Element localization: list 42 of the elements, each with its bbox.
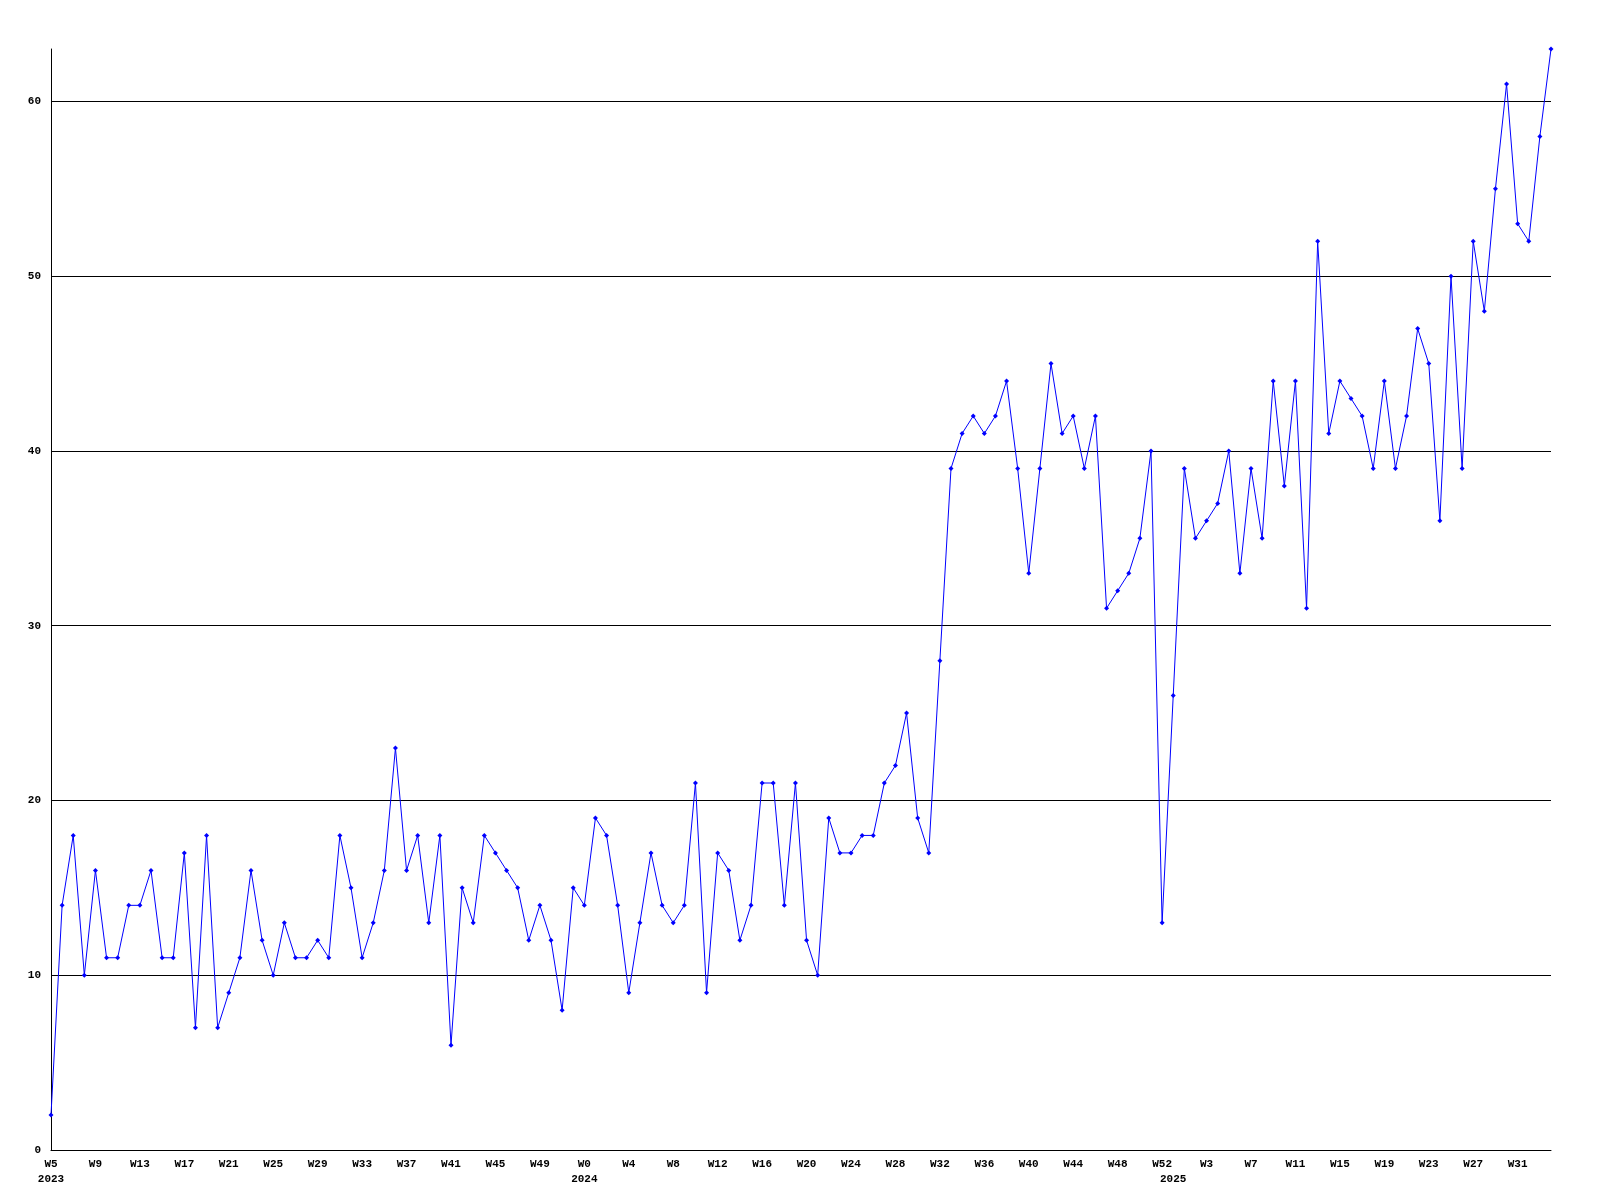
y-tick-label: 40 xyxy=(27,444,41,457)
x-tick-label: W19 xyxy=(1374,1157,1395,1170)
x-tick-label: W52 xyxy=(1152,1157,1173,1170)
x-tick-label: W32 xyxy=(929,1157,950,1170)
x-tick-label: W44 xyxy=(1063,1157,1084,1170)
y-tick-label: 20 xyxy=(27,794,41,807)
x-tick-label: W3 xyxy=(1199,1157,1214,1170)
x-tick-label: W27 xyxy=(1463,1157,1484,1170)
x-tick-label: W28 xyxy=(885,1157,906,1170)
x-tick-label: W36 xyxy=(974,1157,995,1170)
x-tick-label: W8 xyxy=(666,1157,681,1170)
x-tick-label: W41 xyxy=(441,1157,462,1170)
x-tick-label: W4 xyxy=(622,1157,636,1170)
y-tick-label: 50 xyxy=(27,270,41,283)
x-tick-label: W9 xyxy=(88,1157,103,1170)
x-tick-label: W29 xyxy=(307,1157,328,1170)
x-tick-label: W31 xyxy=(1507,1157,1528,1170)
x-tick-label: W5 2023 xyxy=(37,1157,65,1185)
x-tick-label: W16 xyxy=(752,1157,773,1170)
x-tick-label: W12 xyxy=(707,1157,728,1170)
x-tick-label: W7 xyxy=(1244,1157,1258,1170)
x-tick-label: W15 xyxy=(1329,1157,1351,1170)
x-tick-label: W13 xyxy=(129,1157,151,1170)
x-tick-label: W33 xyxy=(352,1157,373,1170)
x-tick-label: W11 xyxy=(1285,1157,1306,1170)
x-tick-label: W20 xyxy=(796,1157,817,1170)
x-tick-label: W48 xyxy=(1107,1157,1128,1170)
x-tick-label: W17 xyxy=(174,1157,195,1170)
x-tick-label: W0 2024 xyxy=(571,1157,598,1185)
x-tick-label: W25 xyxy=(263,1157,284,1170)
y-tick-label: 10 xyxy=(27,969,41,982)
y-tick-label: 60 xyxy=(27,95,41,108)
x-tick-label: W21 xyxy=(218,1157,240,1170)
x-tick-label: 2025 xyxy=(1160,1172,1187,1185)
x-tick-label: W45 xyxy=(485,1157,506,1170)
x-tick-label: W49 xyxy=(529,1157,550,1170)
x-tick-label: W23 xyxy=(1418,1157,1440,1170)
y-tick-label: 30 xyxy=(27,619,41,632)
x-tick-label: W37 xyxy=(396,1157,417,1170)
x-tick-label: W40 xyxy=(1018,1157,1039,1170)
x-tick-label: W24 xyxy=(841,1157,862,1170)
y-tick-label: 0 xyxy=(34,1144,41,1156)
